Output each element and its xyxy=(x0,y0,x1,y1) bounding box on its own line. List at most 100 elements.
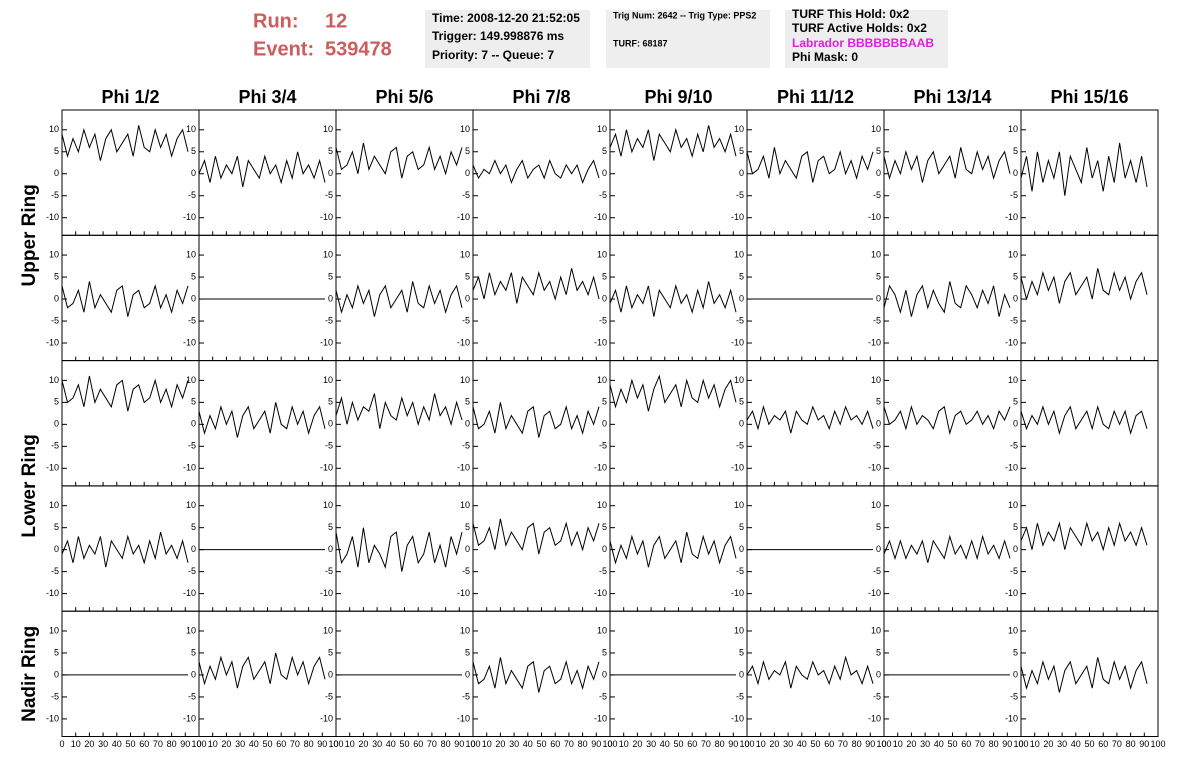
y-tick-label: 0 xyxy=(54,168,59,178)
panel-frame xyxy=(198,234,337,362)
waveform xyxy=(198,402,326,438)
column-title: Phi 3/4 xyxy=(238,87,296,107)
x-tick-label: 10 xyxy=(619,739,629,749)
y-tick-label: 10 xyxy=(323,375,333,385)
waveform xyxy=(335,527,463,572)
row-title: Upper Ring xyxy=(19,184,40,286)
info-line: TURF: 68187 xyxy=(613,38,668,48)
x-tick-label: 0 xyxy=(607,739,612,749)
y-tick-label: 5 xyxy=(191,522,196,532)
x-tick-label: 30 xyxy=(509,739,519,749)
y-tick-label: -5 xyxy=(325,315,333,325)
y-tick-label: -5 xyxy=(325,566,333,576)
waveform xyxy=(883,281,1011,317)
panel-frame xyxy=(472,360,611,487)
x-tick-label: 80 xyxy=(715,739,725,749)
y-tick-label: 0 xyxy=(739,669,744,679)
y-tick-label: 10 xyxy=(323,249,333,259)
y-tick-label: 10 xyxy=(323,124,333,134)
y-tick-label: -5 xyxy=(188,441,196,451)
y-tick-label: -5 xyxy=(736,315,744,325)
x-tick-label: 90 xyxy=(180,739,190,749)
waveform xyxy=(198,151,326,188)
y-tick-label: -10 xyxy=(594,463,607,473)
waveform xyxy=(472,657,600,693)
y-tick-label: 10 xyxy=(1008,124,1018,134)
x-tick-label: 100 xyxy=(876,739,891,749)
y-tick-label: -5 xyxy=(188,190,196,200)
y-tick-label: 10 xyxy=(49,124,59,134)
y-tick-label: -5 xyxy=(873,315,881,325)
column-title: Phi 15/16 xyxy=(1050,87,1128,107)
y-tick-label: -10 xyxy=(183,588,196,598)
x-tick-label: 90 xyxy=(728,739,738,749)
y-tick-label: -5 xyxy=(873,190,881,200)
y-tick-label: -10 xyxy=(868,463,881,473)
x-tick-label: 100 xyxy=(1150,739,1165,749)
y-tick-label: 5 xyxy=(876,647,881,657)
y-tick-label: 10 xyxy=(734,375,744,385)
x-tick-label: 40 xyxy=(386,739,396,749)
waveform xyxy=(746,147,874,183)
x-tick-label: 40 xyxy=(934,739,944,749)
y-tick-label: -10 xyxy=(594,713,607,723)
y-tick-label: -10 xyxy=(183,713,196,723)
x-tick-label: 70 xyxy=(701,739,711,749)
y-tick-label: -10 xyxy=(320,463,333,473)
x-tick-label: 50 xyxy=(947,739,957,749)
y-tick-label: 5 xyxy=(465,522,470,532)
x-tick-label: 40 xyxy=(797,739,807,749)
y-tick-label: -5 xyxy=(599,190,607,200)
y-tick-label: -5 xyxy=(599,441,607,451)
y-tick-label: -10 xyxy=(594,212,607,222)
waveform xyxy=(335,393,463,429)
x-tick-label: 60 xyxy=(961,739,971,749)
y-tick-label: -5 xyxy=(873,566,881,576)
x-tick-label: 40 xyxy=(523,739,533,749)
x-tick-label: 40 xyxy=(112,739,122,749)
y-tick-label: 5 xyxy=(602,397,607,407)
y-tick-label: 10 xyxy=(871,375,881,385)
x-tick-label: 70 xyxy=(975,739,985,749)
y-tick-label: -10 xyxy=(46,212,59,222)
y-tick-label: 10 xyxy=(186,375,196,385)
y-tick-label: 5 xyxy=(1013,647,1018,657)
waveform xyxy=(472,518,600,555)
panel-frame xyxy=(883,485,1022,612)
panel-frame xyxy=(609,360,748,487)
info-line: Phi Mask: 0 xyxy=(792,50,858,64)
x-tick-label: 50 xyxy=(1084,739,1094,749)
x-tick-label: 80 xyxy=(578,739,588,749)
y-tick-label: 10 xyxy=(460,249,470,259)
panel-frame xyxy=(1020,360,1159,487)
x-tick-label: 30 xyxy=(98,739,108,749)
waveform xyxy=(1020,657,1148,693)
panel-frame xyxy=(609,610,748,738)
x-tick-label: 70 xyxy=(564,739,574,749)
panel-frame xyxy=(472,234,611,362)
run-number: 12 xyxy=(325,10,347,32)
x-tick-label: 0 xyxy=(744,739,749,749)
column-title: Phi 1/2 xyxy=(101,87,159,107)
y-tick-label: 5 xyxy=(1013,522,1018,532)
y-tick-label: 10 xyxy=(597,625,607,635)
y-tick-label: 0 xyxy=(191,293,196,303)
y-tick-label: -5 xyxy=(51,315,59,325)
waveform xyxy=(198,652,326,689)
y-tick-label: -5 xyxy=(188,566,196,576)
panel-frame xyxy=(61,109,200,236)
y-tick-label: -5 xyxy=(599,315,607,325)
x-tick-label: 80 xyxy=(167,739,177,749)
y-tick-label: 5 xyxy=(54,522,59,532)
x-tick-label: 50 xyxy=(262,739,272,749)
column-title: Phi 11/12 xyxy=(777,87,854,107)
panel-frame xyxy=(335,360,474,487)
y-tick-label: 0 xyxy=(191,669,196,679)
y-tick-label: 10 xyxy=(323,625,333,635)
y-tick-label: 0 xyxy=(328,669,333,679)
x-tick-label: 70 xyxy=(427,739,437,749)
panel-frame xyxy=(746,360,885,487)
x-tick-label: 20 xyxy=(221,739,231,749)
y-tick-label: -10 xyxy=(457,337,470,347)
y-tick-label: -10 xyxy=(457,713,470,723)
